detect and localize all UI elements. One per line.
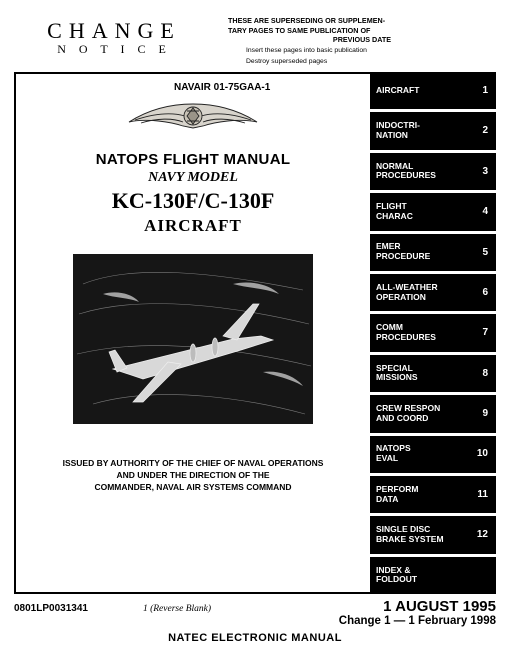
authority-block: ISSUED BY AUTHORITY OF THE CHIEF OF NAVA… [24, 458, 362, 494]
authority-line: ISSUED BY AUTHORITY OF THE CHIEF OF NAVA… [24, 458, 362, 470]
content-area: NAVAIR 01-75GAA-1 NATOPS FLIGHT MA [14, 72, 370, 594]
footer-row: 0801LP0031341 1 (Reverse Blank) 1 AUGUST… [14, 598, 496, 628]
document-number: 0801LP0031341 [14, 603, 122, 614]
tab-label: AIRCRAFT [376, 86, 419, 96]
tab-number: 2 [482, 125, 488, 137]
main-row: NAVAIR 01-75GAA-1 NATOPS FLIGHT MA [14, 72, 496, 594]
authority-line: AND UNDER THE DIRECTION OF THE [24, 470, 362, 482]
issue-date: 1 AUGUST 1995 [232, 598, 496, 615]
section-tab: FLIGHT CHARAC 4 [370, 193, 496, 230]
page: CHANGE N O T I C E THESE ARE SUPERSEDING… [14, 12, 496, 640]
section-tab: SINGLE DISC BRAKE SYSTEM 12 [370, 516, 496, 553]
tab-label: COMM PROCEDURES [376, 323, 436, 343]
tab-number: 1 [482, 85, 488, 97]
tab-label: SPECIAL MISSIONS [376, 364, 418, 384]
section-tab: PERFORM DATA 11 [370, 476, 496, 513]
tab-label: ALL-WEATHER OPERATION [376, 283, 438, 303]
wings-insignia-icon [24, 97, 362, 135]
header-row: CHANGE N O T I C E THESE ARE SUPERSEDING… [14, 12, 496, 70]
change-notice-block: CHANGE N O T I C E [14, 12, 214, 70]
supersede-sub: Destroy superseded pages [228, 58, 496, 67]
tab-label: CREW RESPON AND COORD [376, 404, 440, 424]
tab-label: EMER PROCEDURE [376, 242, 430, 262]
natec-footer: NATEC ELECTRONIC MANUAL [14, 632, 496, 644]
section-tabs: AIRCRAFT 1 INDOCTRI- NATION 2 NORMAL PROCEDU… [370, 72, 496, 594]
title-navy-model: NAVY MODEL [24, 170, 362, 186]
authority-line: COMMANDER, NAVAL AIR SYSTEMS COMMAND [24, 482, 362, 494]
notice-word: N O T I C E [14, 42, 214, 57]
section-tab: ALL-WEATHER OPERATION 6 [370, 274, 496, 311]
aircraft-illustration [73, 254, 313, 424]
section-tab: INDEX & FOLDOUT [370, 557, 496, 594]
navair-number: NAVAIR 01-75GAA-1 [174, 82, 362, 93]
tab-label: INDEX & FOLDOUT [376, 566, 417, 586]
tab-label: NORMAL PROCEDURES [376, 162, 436, 182]
section-tab: NORMAL PROCEDURES 3 [370, 153, 496, 190]
tab-number: 8 [482, 368, 488, 380]
tab-number: 4 [482, 206, 488, 218]
section-tab: COMM PROCEDURES 7 [370, 314, 496, 351]
section-tab: NATOPS EVAL 10 [370, 436, 496, 473]
tab-label: INDOCTRI- NATION [376, 121, 420, 141]
tab-number: 12 [477, 529, 488, 541]
tab-label: PERFORM DATA [376, 485, 419, 505]
supersede-line: TARY PAGES TO SAME PUBLICATION OF [228, 26, 496, 36]
tab-number: 9 [482, 408, 488, 420]
tab-number: 5 [482, 247, 488, 259]
tab-number: 11 [477, 489, 488, 501]
title-model-number: KC-130F/C-130F [24, 188, 362, 214]
reverse-blank-note: 1 (Reverse Blank) [122, 604, 232, 614]
tab-label: NATOPS EVAL [376, 444, 411, 464]
tab-label: FLIGHT CHARAC [376, 202, 413, 222]
change-word: CHANGE [14, 18, 214, 44]
tab-label: SINGLE DISC BRAKE SYSTEM [376, 525, 444, 545]
supersede-line: THESE ARE SUPERSEDING OR SUPPLEMEN- [228, 16, 496, 26]
supersede-sub: Insert these pages into basic publicatio… [228, 47, 496, 56]
tab-number: 7 [482, 327, 488, 339]
section-tab: CREW RESPON AND COORD 9 [370, 395, 496, 432]
supersede-line: PREVIOUS DATE [228, 35, 496, 45]
section-tab: SPECIAL MISSIONS 8 [370, 355, 496, 392]
dates-block: 1 AUGUST 1995 Change 1 — 1 February 1998 [232, 598, 496, 628]
change-date: Change 1 — 1 February 1998 [232, 615, 496, 628]
superseding-note: THESE ARE SUPERSEDING OR SUPPLEMEN- TARY… [214, 12, 496, 70]
section-tab: AIRCRAFT 1 [370, 72, 496, 109]
title-natops: NATOPS FLIGHT MANUAL [24, 151, 362, 168]
tab-number: 6 [482, 287, 488, 299]
tab-number: 10 [477, 448, 488, 460]
tab-number: 3 [482, 166, 488, 178]
section-tab: INDOCTRI- NATION 2 [370, 112, 496, 149]
title-aircraft: AIRCRAFT [24, 216, 362, 236]
section-tab: EMER PROCEDURE 5 [370, 234, 496, 271]
